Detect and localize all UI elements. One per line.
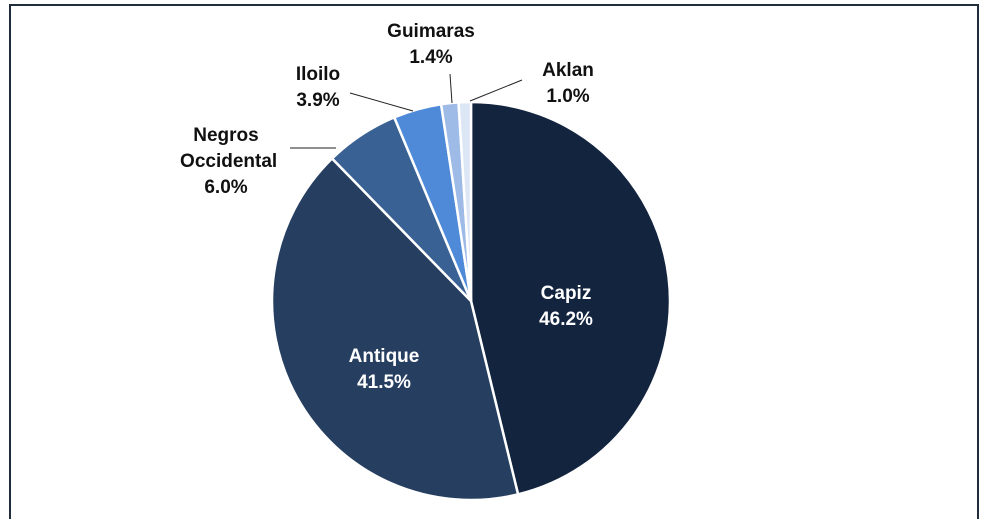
slice-value-label: 46.2%	[539, 309, 593, 330]
slice-label: Capiz	[541, 283, 592, 304]
leader-line	[449, 73, 453, 104]
slice-value-label: 6.0%	[204, 177, 247, 198]
label-line: Occidental	[175, 151, 277, 172]
slice-label: Antique	[349, 346, 420, 367]
label-line: Antique	[349, 346, 420, 367]
label-line: Aklan	[542, 60, 594, 81]
leader-line	[349, 92, 414, 112]
slice-label: Iloilo	[296, 64, 340, 85]
slice-value-label: 1.4%	[409, 47, 452, 68]
leader-line	[469, 79, 523, 102]
label-line: Negros	[193, 125, 258, 146]
label-line: Iloilo	[296, 64, 340, 85]
slice-value-label: 3.9%	[296, 90, 339, 111]
slice-value-label: 41.5%	[357, 372, 411, 393]
slice-value-label: 1.0%	[546, 86, 589, 107]
pie-slice	[270, 156, 520, 502]
label-line: Capiz	[541, 283, 592, 304]
slice-label: Guimaras	[387, 21, 475, 42]
pie-slice	[457, 100, 473, 302]
frame	[9, 4, 979, 519]
label-line: Guimaras	[387, 21, 475, 42]
slice-label: Aklan	[542, 60, 594, 81]
pie-slice	[469, 100, 672, 496]
slice-label: Negros Occidental	[175, 125, 277, 172]
